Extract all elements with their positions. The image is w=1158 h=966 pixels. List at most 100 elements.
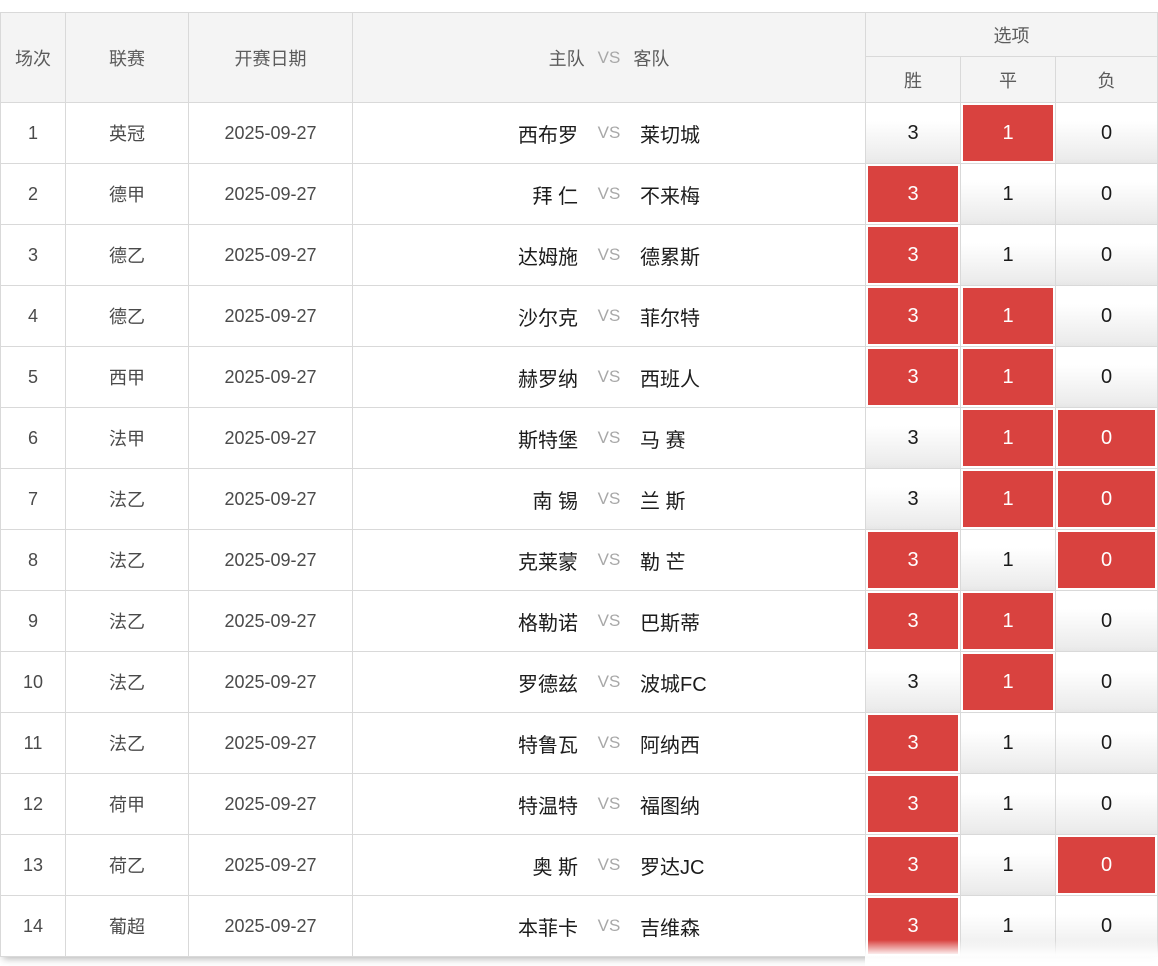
match-row: 2 德甲 2025-09-27 拜 仁 VS 不来梅 3 1 0: [0, 163, 1158, 225]
option-draw-button[interactable]: 1: [961, 347, 1055, 407]
option-win-button[interactable]: 3: [866, 713, 960, 773]
option-draw-button[interactable]: 1: [961, 225, 1055, 285]
option-cell-draw: 1: [960, 346, 1056, 408]
col-header-draw: 平: [960, 56, 1056, 103]
option-win-button[interactable]: 3: [866, 652, 960, 712]
match-row: 13 荷乙 2025-09-27 奥 斯 VS 罗达JC 3 1 0: [0, 834, 1158, 896]
match-wrap: 本菲卡 VS 吉维森: [353, 912, 865, 941]
option-draw-button[interactable]: 1: [961, 652, 1055, 712]
option-draw-button[interactable]: 1: [961, 164, 1055, 224]
match-cell: 斯特堡 VS 马 赛: [352, 407, 866, 469]
away-team: 德累斯: [640, 246, 700, 269]
away-team: 阿纳西: [640, 734, 700, 757]
option-lose-button[interactable]: 0: [1056, 225, 1158, 285]
match-wrap: 达姆施 VS 德累斯: [353, 241, 865, 270]
match-no-cell: 1: [0, 102, 66, 164]
matches-table: 场次 联赛 开赛日期 主队 VS 客队 选项 胜 平 负 1 英冠 2025-09-…: [0, 12, 1158, 957]
option-draw-button[interactable]: 1: [961, 591, 1055, 651]
home-team: 罗德兹: [518, 673, 578, 696]
match-wrap: 南 锡 VS 兰 斯: [353, 485, 865, 514]
option-win-button[interactable]: 3: [866, 896, 960, 956]
date-cell: 2025-09-27: [188, 346, 353, 408]
option-lose-button[interactable]: 0: [1056, 347, 1158, 407]
option-draw-button[interactable]: 1: [961, 408, 1055, 468]
option-win-button[interactable]: 3: [866, 835, 960, 895]
option-win-button[interactable]: 3: [866, 103, 960, 163]
option-draw-button[interactable]: 1: [961, 774, 1055, 834]
option-lose-button[interactable]: 0: [1056, 286, 1158, 346]
option-lose-button[interactable]: 0: [1056, 591, 1158, 651]
vs-label: VS: [597, 733, 621, 752]
option-draw-button[interactable]: 1: [961, 896, 1055, 956]
option-win-button[interactable]: 3: [866, 530, 960, 590]
option-cell-lose: 0: [1054, 468, 1158, 530]
option-lose-button[interactable]: 0: [1056, 896, 1158, 956]
away-team: 吉维森: [640, 917, 700, 940]
option-lose-button[interactable]: 0: [1056, 103, 1158, 163]
option-draw-button[interactable]: 1: [961, 835, 1055, 895]
option-win-button[interactable]: 3: [866, 591, 960, 651]
away-team: 菲尔特: [640, 307, 700, 330]
league-cell: 西甲: [65, 346, 189, 408]
option-draw-button[interactable]: 1: [961, 530, 1055, 590]
date-cell: 2025-09-27: [188, 773, 353, 835]
option-win-button[interactable]: 3: [866, 408, 960, 468]
match-cell: 西布罗 VS 莱切城: [352, 102, 866, 164]
option-draw-button[interactable]: 1: [961, 469, 1055, 529]
match-cell: 奥 斯 VS 罗达JC: [352, 834, 866, 896]
vs-label: VS: [597, 916, 621, 935]
option-win-button[interactable]: 3: [866, 774, 960, 834]
option-win-button[interactable]: 3: [866, 469, 960, 529]
option-cell-draw: 1: [960, 102, 1056, 164]
option-cell-win: 3: [865, 468, 961, 530]
option-cell-lose: 0: [1054, 407, 1158, 469]
match-cell: 特温特 VS 福图纳: [352, 773, 866, 835]
match-cell: 特鲁瓦 VS 阿纳西: [352, 712, 866, 774]
option-cell-lose: 0: [1054, 651, 1158, 713]
match-row: 9 法乙 2025-09-27 格勒诺 VS 巴斯蒂 3 1 0: [0, 590, 1158, 652]
option-win-button[interactable]: 3: [866, 286, 960, 346]
date-cell: 2025-09-27: [188, 712, 353, 774]
option-lose-button[interactable]: 0: [1056, 164, 1158, 224]
match-row: 14 葡超 2025-09-27 本菲卡 VS 吉维森 3 1 0: [0, 895, 1158, 957]
match-no-cell: 8: [0, 529, 66, 591]
option-cell-lose: 0: [1054, 285, 1158, 347]
option-lose-button[interactable]: 0: [1056, 835, 1158, 895]
vs-label: VS: [597, 611, 621, 630]
option-cell-lose: 0: [1054, 163, 1158, 225]
league-cell: 法乙: [65, 651, 189, 713]
option-lose-button[interactable]: 0: [1056, 713, 1158, 773]
league-cell: 法乙: [65, 468, 189, 530]
date-cell: 2025-09-27: [188, 895, 353, 957]
option-lose-button[interactable]: 0: [1056, 469, 1158, 529]
away-team: 马 赛: [640, 429, 686, 452]
option-draw-button[interactable]: 1: [961, 286, 1055, 346]
away-team: 巴斯蒂: [640, 612, 700, 635]
option-win-button[interactable]: 3: [866, 164, 960, 224]
home-team: 南 锡: [532, 490, 578, 513]
option-lose-button[interactable]: 0: [1056, 408, 1158, 468]
option-win-button[interactable]: 3: [866, 347, 960, 407]
option-cell-lose: 0: [1054, 773, 1158, 835]
header-home-label: 主队: [548, 48, 585, 69]
match-wrap: 沙尔克 VS 菲尔特: [353, 302, 865, 331]
date-cell: 2025-09-27: [188, 468, 353, 530]
option-cell-win: 3: [865, 224, 961, 286]
option-lose-button[interactable]: 0: [1056, 774, 1158, 834]
vs-label: VS: [597, 489, 621, 508]
match-row: 11 法乙 2025-09-27 特鲁瓦 VS 阿纳西 3 1 0: [0, 712, 1158, 774]
option-cell-draw: 1: [960, 834, 1056, 896]
option-win-button[interactable]: 3: [866, 225, 960, 285]
option-lose-button[interactable]: 0: [1056, 652, 1158, 712]
date-cell: 2025-09-27: [188, 163, 353, 225]
option-cell-lose: 0: [1054, 529, 1158, 591]
home-team: 达姆施: [518, 246, 578, 269]
option-cell-win: 3: [865, 834, 961, 896]
option-lose-button[interactable]: 0: [1056, 530, 1158, 590]
option-draw-button[interactable]: 1: [961, 103, 1055, 163]
away-team: 罗达JC: [640, 856, 705, 879]
option-cell-lose: 0: [1054, 590, 1158, 652]
option-draw-button[interactable]: 1: [961, 713, 1055, 773]
